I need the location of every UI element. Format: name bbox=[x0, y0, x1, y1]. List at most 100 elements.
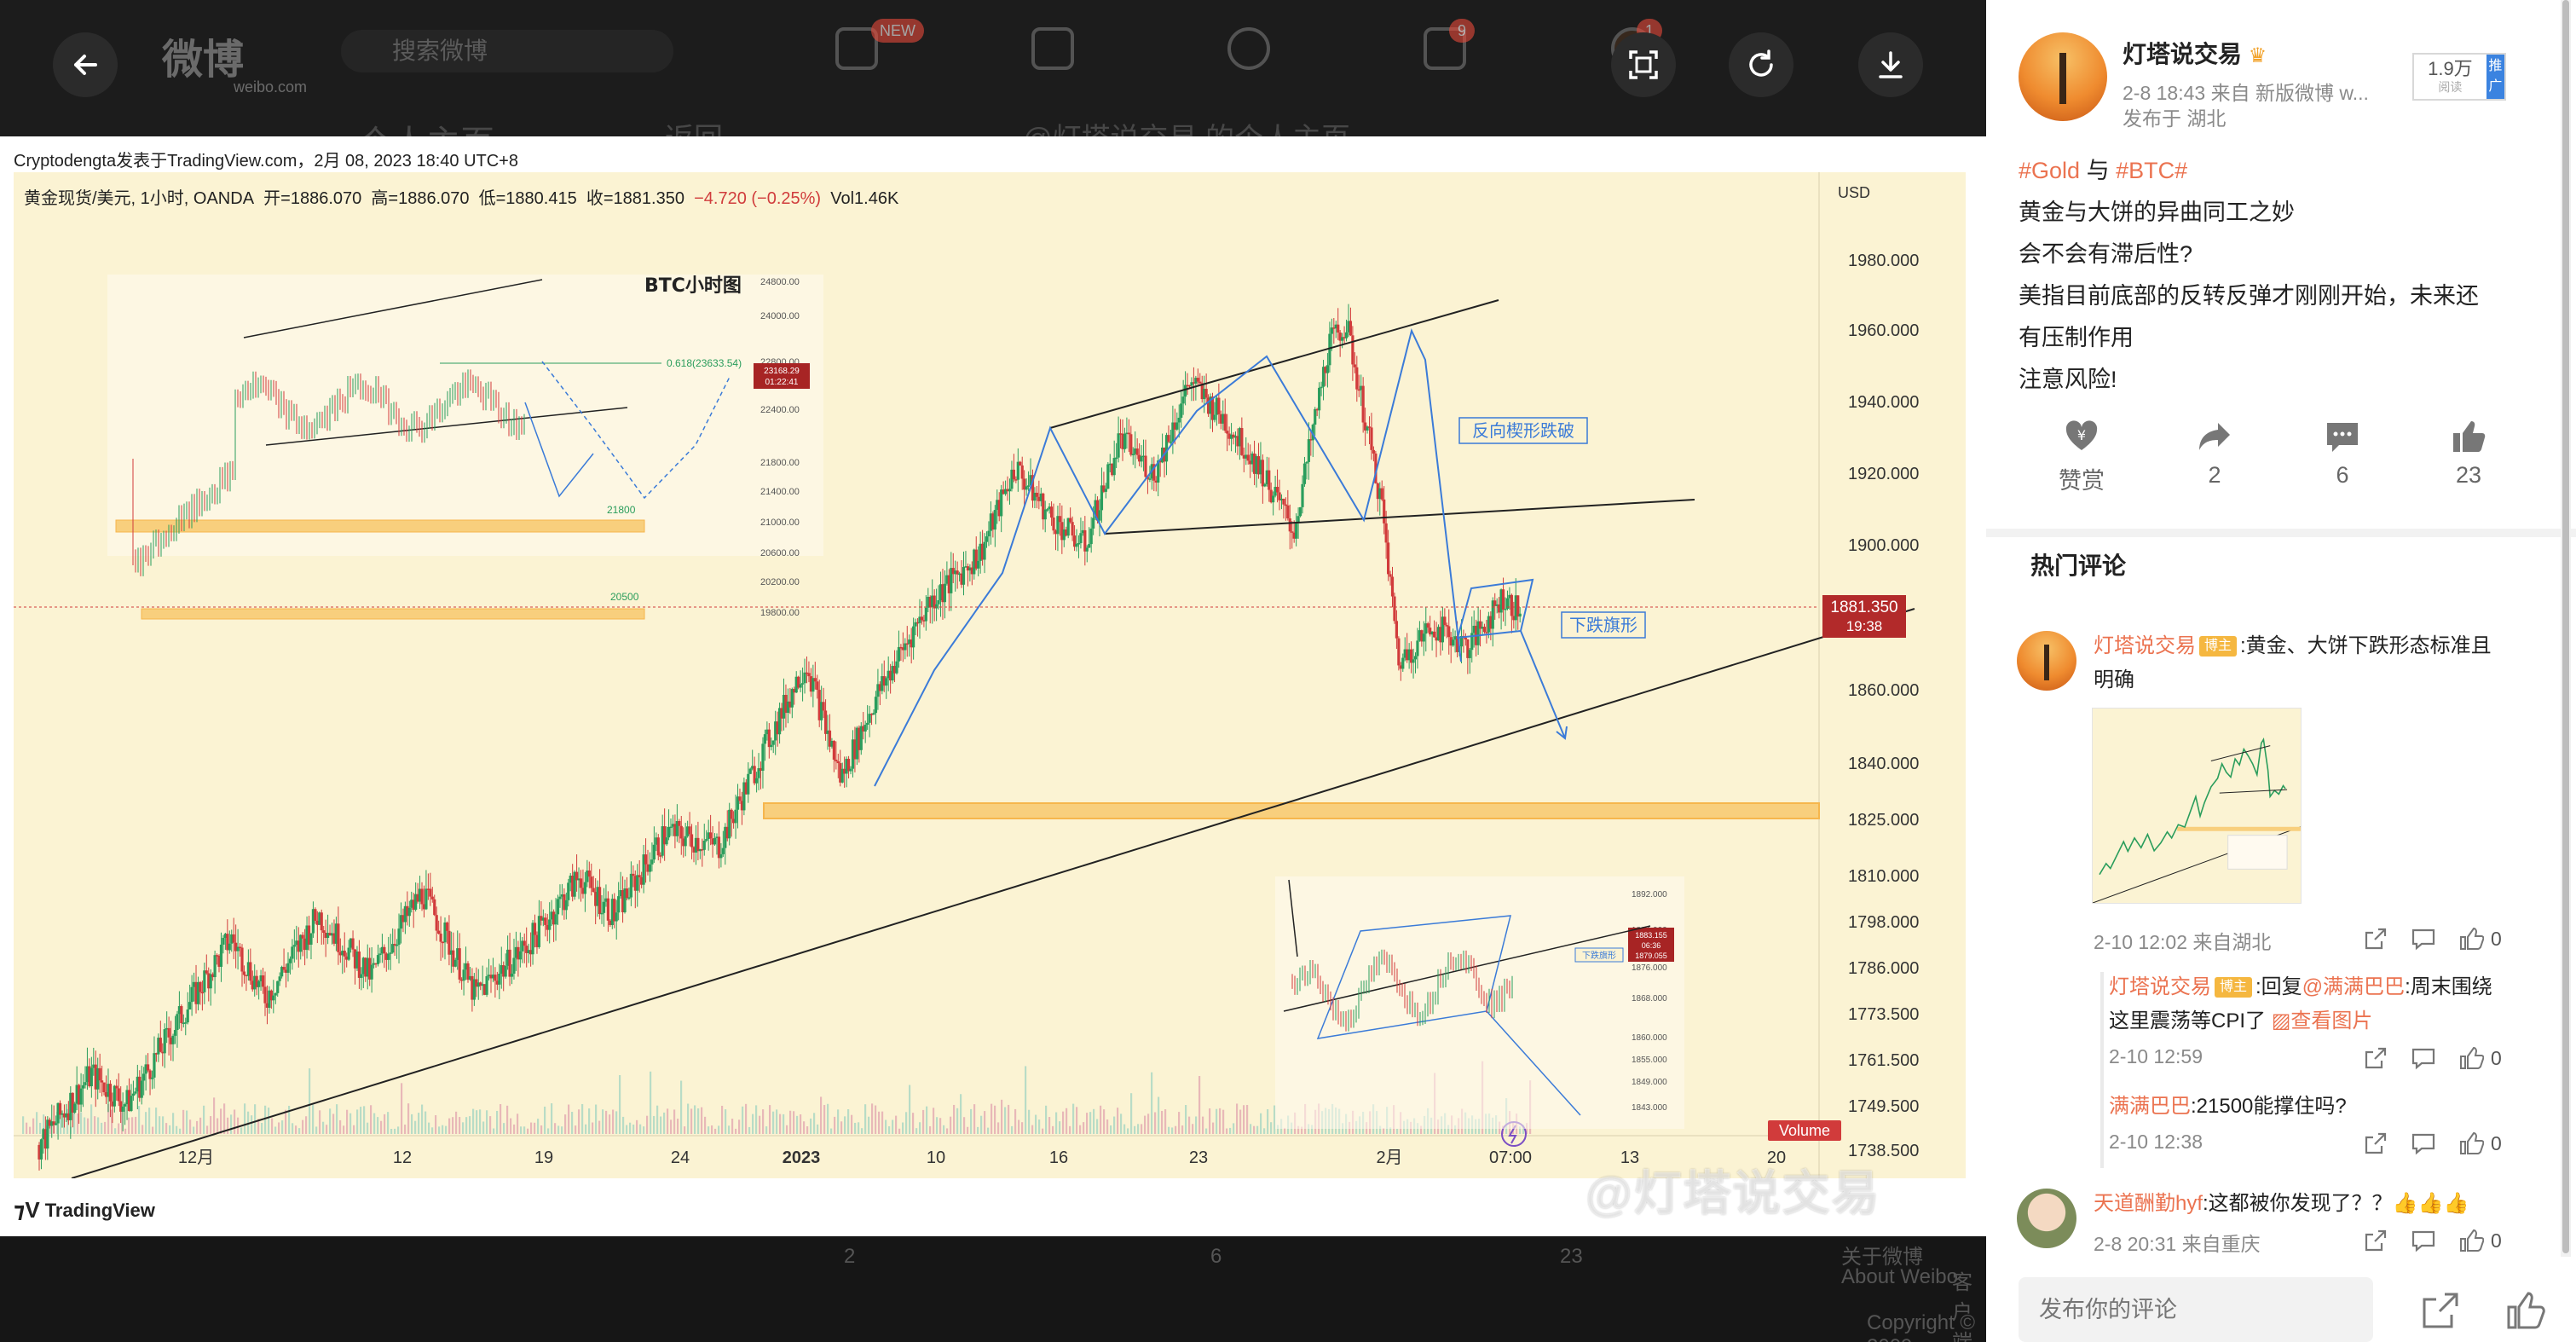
reply-icon[interactable] bbox=[2411, 1131, 2436, 1156]
candle-body bbox=[416, 894, 419, 902]
candle-body bbox=[843, 768, 846, 774]
btc-zone-lower bbox=[141, 608, 645, 620]
volume-bar bbox=[407, 1103, 410, 1134]
candle-body bbox=[878, 684, 881, 691]
reply-author[interactable]: 满满巴巴 bbox=[2109, 1095, 2191, 1118]
volume-bar bbox=[363, 1106, 366, 1134]
scrollbar-thumb[interactable] bbox=[2562, 0, 2569, 1253]
candle-body bbox=[500, 965, 503, 975]
candle-body bbox=[240, 947, 244, 972]
like-button[interactable]: 23 bbox=[2417, 418, 2520, 489]
candle-body bbox=[776, 721, 779, 735]
volume-bar bbox=[234, 1109, 236, 1134]
panel-scrollbar[interactable] bbox=[2561, 0, 2571, 1257]
y-tick-label: 1840.000 bbox=[1848, 755, 1919, 773]
candle-body bbox=[782, 694, 786, 719]
candle-body bbox=[1307, 439, 1310, 462]
volume-bar bbox=[193, 1126, 195, 1134]
candle-body bbox=[489, 975, 493, 979]
candle-body bbox=[602, 901, 606, 913]
share-icon[interactable] bbox=[2419, 1289, 2462, 1332]
candle-body bbox=[1390, 576, 1395, 597]
like-icon[interactable] bbox=[2458, 1228, 2484, 1253]
candle-body bbox=[154, 1053, 159, 1055]
candle-body bbox=[1430, 631, 1434, 635]
volume-bar bbox=[465, 1117, 468, 1134]
comment-author[interactable]: 天道酬勤hyf bbox=[2094, 1192, 2203, 1215]
candle-body bbox=[830, 740, 834, 747]
candle-body bbox=[977, 560, 980, 569]
comment-avatar[interactable] bbox=[2017, 631, 2076, 691]
comment-author[interactable]: 灯塔说交易 bbox=[2094, 634, 2196, 657]
like-icon[interactable] bbox=[2458, 1131, 2484, 1156]
volume-bar bbox=[711, 1125, 713, 1134]
volume-bar bbox=[875, 1105, 877, 1134]
reply-icon[interactable] bbox=[2411, 1045, 2436, 1071]
hashtag-gold[interactable]: #Gold bbox=[2019, 158, 2081, 183]
rotate-button[interactable] bbox=[1729, 32, 1793, 97]
promote-button[interactable]: 推广 bbox=[2486, 55, 2504, 99]
candle-body bbox=[1118, 433, 1123, 435]
candle-body bbox=[366, 957, 369, 977]
download-button[interactable] bbox=[1858, 32, 1923, 97]
like-icon[interactable] bbox=[2458, 926, 2484, 952]
volume-bar bbox=[534, 1122, 536, 1134]
comment-button[interactable]: 6 bbox=[2291, 418, 2394, 489]
candle-body bbox=[659, 855, 662, 857]
fit-screen-button[interactable] bbox=[1611, 32, 1676, 97]
candle-body bbox=[1245, 454, 1248, 459]
candle-body bbox=[954, 570, 957, 575]
candle-body bbox=[1355, 367, 1359, 390]
volume-bar bbox=[1212, 1122, 1215, 1134]
candle-body bbox=[1412, 659, 1415, 663]
volume-bar bbox=[390, 1128, 393, 1134]
volume-bar bbox=[26, 1122, 28, 1134]
mention-link[interactable]: @满满巴巴 bbox=[2302, 975, 2406, 998]
reply-meta: 2-10 12:38 bbox=[2109, 1131, 2203, 1153]
reply-icon[interactable] bbox=[2411, 926, 2436, 952]
read-count-box[interactable]: 1.9万 阅读 推广 bbox=[2412, 53, 2506, 101]
back-button[interactable] bbox=[53, 32, 118, 97]
thumbs-up-icon[interactable] bbox=[2504, 1289, 2547, 1332]
repost-button[interactable]: 2 bbox=[2163, 418, 2266, 489]
candle-body bbox=[859, 726, 863, 750]
volume-bar bbox=[84, 1117, 86, 1134]
candle-body bbox=[494, 975, 497, 981]
reply-author[interactable]: 灯塔说交易 bbox=[2109, 975, 2211, 998]
share-icon[interactable] bbox=[2363, 1131, 2388, 1156]
reply-icon[interactable] bbox=[2411, 1228, 2436, 1253]
chart-image[interactable]: Cryptodengta发表于TradingView.com，2月 08, 20… bbox=[0, 136, 1986, 1236]
reply-body: :21500能撑住吗? bbox=[2191, 1095, 2347, 1118]
like-icon[interactable] bbox=[2458, 1045, 2484, 1071]
author-name[interactable]: 灯塔说交易 ♛ bbox=[2123, 41, 2267, 67]
volume-bar bbox=[329, 1108, 332, 1134]
reward-button[interactable]: ¥ 赞赏 bbox=[2030, 418, 2133, 495]
comment-avatar[interactable] bbox=[2017, 1189, 2076, 1248]
candle-body bbox=[1301, 483, 1304, 507]
candle-body bbox=[514, 946, 518, 958]
candle-body bbox=[1429, 628, 1432, 635]
candle-body bbox=[675, 820, 679, 836]
share-icon[interactable] bbox=[2363, 1045, 2388, 1071]
x-tick-label: 23 bbox=[1189, 1148, 1208, 1167]
candle-body bbox=[966, 566, 970, 571]
share-icon[interactable] bbox=[2363, 1228, 2388, 1253]
view-image-link[interactable]: ▨查看图片 bbox=[2271, 1009, 2373, 1033]
share-icon[interactable] bbox=[2363, 926, 2388, 952]
volume-bar bbox=[322, 1121, 325, 1134]
candle-body bbox=[912, 626, 915, 648]
hashtag-btc[interactable]: #BTC# bbox=[2116, 158, 2188, 183]
candle-body bbox=[728, 809, 731, 839]
comment-meta: 2-10 12:02 来自湖北 bbox=[2094, 931, 2272, 953]
candle-body bbox=[1487, 616, 1490, 633]
comment-image[interactable] bbox=[2092, 708, 2302, 904]
candle-body bbox=[1181, 396, 1185, 404]
candle-body bbox=[1094, 500, 1097, 518]
candle-body bbox=[1186, 385, 1189, 387]
comment-input[interactable] bbox=[2019, 1277, 2373, 1342]
author-avatar[interactable] bbox=[2019, 32, 2107, 121]
candle-body bbox=[1039, 493, 1043, 501]
candle-body bbox=[910, 639, 913, 648]
candle-body bbox=[1334, 324, 1337, 329]
candle-body bbox=[314, 909, 317, 921]
